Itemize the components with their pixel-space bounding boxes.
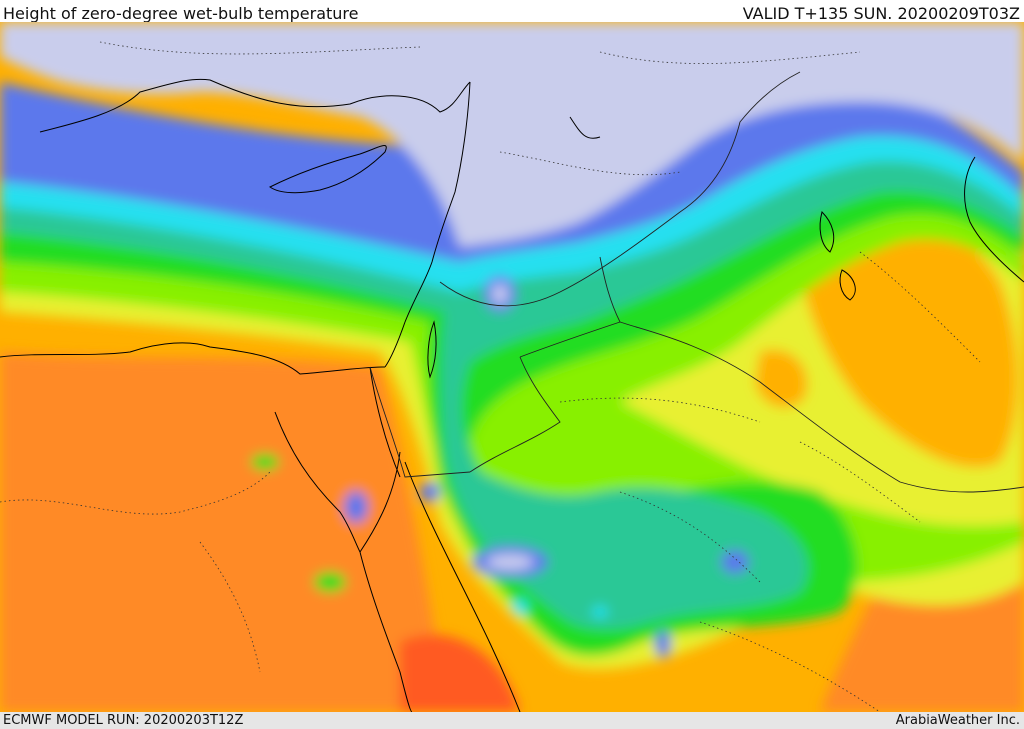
province-lines <box>0 41 981 712</box>
cyan-spot-1 <box>512 599 528 615</box>
header-bar: Height of zero-degree wet-bulb temperatu… <box>0 0 1024 23</box>
field-dark-orange-west <box>0 352 460 712</box>
cold-spot-south <box>655 630 671 658</box>
valid-time: VALID T+135 SUN. 20200209T03Z <box>742 4 1020 23</box>
credit-label: ArabiaWeather Inc. <box>895 713 1020 728</box>
field-red-south <box>400 634 520 712</box>
model-run-label: ECMWF MODEL RUN: 20200203T12Z <box>3 713 244 728</box>
country-borders <box>369 71 1024 493</box>
green-spot-redsea <box>314 572 346 592</box>
cold-spot-aqaba <box>420 482 440 502</box>
field-dark-orange-east <box>820 582 1024 712</box>
map-title: Height of zero-degree wet-bulb temperatu… <box>3 4 359 23</box>
field-orange-spot <box>755 349 808 408</box>
cyan-spot-2 <box>592 606 608 618</box>
cold-spot-jordan-core <box>492 284 508 304</box>
field-lowest-north <box>0 22 1024 247</box>
field-orange-east <box>798 204 1018 468</box>
cold-spot-sinai <box>344 491 368 523</box>
footer-bar: ECMWF MODEL RUN: 20200203T12Z ArabiaWeat… <box>0 712 1024 729</box>
map-canvas <box>0 22 1024 712</box>
cold-spot-najd <box>721 550 749 574</box>
green-spot-egypt <box>251 454 279 470</box>
cold-spot-hejaz-core <box>486 554 534 570</box>
field-teal <box>0 122 1024 630</box>
map-area[interactable] <box>0 22 1024 712</box>
coastlines <box>0 78 1024 712</box>
